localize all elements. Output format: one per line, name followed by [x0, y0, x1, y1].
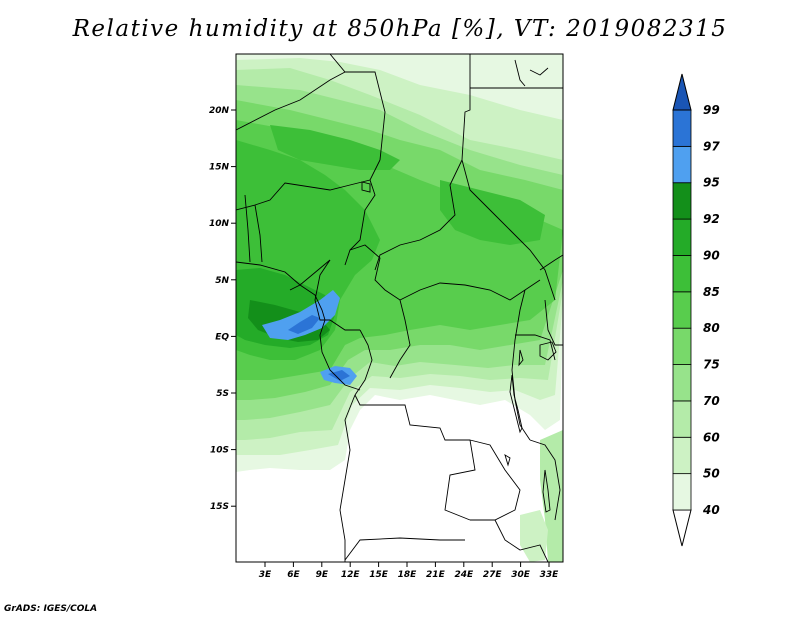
colorbar-segment: [672, 436, 692, 475]
lon-tick-label: 12E: [341, 570, 361, 580]
border-sudan-south: [461, 159, 556, 301]
border-nile: [514, 59, 526, 87]
lon-tick-label: 15E: [369, 570, 389, 580]
colorbar-label: 80: [703, 321, 720, 335]
border-benin: [254, 204, 263, 263]
lat-tick-label: 15S: [210, 502, 229, 512]
border-car: [349, 244, 541, 301]
border-angola-namibia: [344, 537, 465, 561]
lake-tanganyika: [509, 374, 523, 434]
border-nigeria-cameroon: [289, 259, 331, 291]
lon-tick-label: 3E: [259, 570, 272, 580]
lon-tick-label: 18E: [398, 570, 418, 580]
colorbar-segment: [672, 473, 692, 511]
map-frame: [235, 53, 564, 563]
border-cameroon: [314, 259, 360, 331]
lon-tick-label: 21E: [426, 570, 446, 580]
border-drc-east: [511, 289, 531, 441]
colorbar-label: 60: [703, 430, 720, 444]
colorbar-label: 99: [703, 103, 720, 117]
lat-tick-label: 5S: [216, 389, 229, 399]
border-zimbabwe: [494, 519, 549, 562]
lakes: [361, 181, 557, 513]
lon-tick-label: 9E: [316, 570, 329, 580]
lake-mweru: [504, 454, 511, 467]
colorbar-segment: [672, 255, 692, 293]
lat-tick-label: 15N: [209, 163, 230, 173]
border-algeria-libya: [329, 54, 386, 161]
colorbar-label: 92: [703, 212, 720, 226]
colorbar-lower-triangle: [672, 509, 692, 547]
rh-region-90b: [270, 125, 400, 170]
border-uganda: [515, 334, 556, 361]
lat-tick-label: 10N: [209, 219, 230, 229]
colorbar: 40 50 60 70 75 80 85 90 92 95 97 99: [672, 73, 720, 547]
longitude-axis: 3E 6E 9E 12E 15E 18E 21E 24E 27E 30E 33E: [259, 562, 559, 580]
border-redsea: [529, 67, 549, 76]
border-angola-east: [444, 439, 476, 521]
border-tanzania: [529, 439, 561, 521]
humidity-field: [236, 54, 563, 562]
lon-tick-label: 6E: [287, 570, 300, 580]
colorbar-label: 70: [703, 394, 720, 408]
lon-tick-label: 24E: [454, 570, 474, 580]
lon-tick-label: 33E: [540, 570, 560, 580]
border-congo: [354, 329, 373, 396]
lat-tick-label: 10S: [210, 446, 229, 456]
border-kenya: [544, 299, 563, 346]
colorbar-label: 40: [702, 503, 720, 517]
colorbar-label: 97: [703, 139, 720, 153]
rh-region-99b: [328, 370, 350, 381]
colorbar-label: 90: [703, 248, 720, 262]
border-gabon: [319, 319, 361, 391]
lat-tick-label: 5N: [215, 276, 229, 286]
country-borders: [236, 54, 563, 562]
lake-malawi: [542, 469, 551, 513]
lake-victoria: [539, 341, 557, 361]
grads-credit: GrADS: IGES/COLA: [4, 604, 98, 614]
lat-tick-label: 20N: [209, 106, 230, 116]
lake-kivu: [518, 349, 524, 367]
colorbar-label: 95: [703, 176, 720, 190]
colorbar-segment: [672, 109, 692, 147]
colorbar-label: 50: [703, 467, 720, 481]
colorbar-label: 75: [703, 358, 720, 372]
colorbar-segment: [672, 364, 692, 402]
rh-region-99: [288, 315, 320, 334]
rh-region-east2: [520, 510, 548, 562]
lon-tick-label: 30E: [511, 570, 531, 580]
chart-title: Relative humidity at 850hPa [%], VT: 201…: [72, 16, 728, 42]
colorbar-segment: [672, 400, 692, 438]
lat-tick-label: EQ: [215, 332, 229, 342]
latitude-axis: 20N 15N 10N 5N EQ 5S 10S 15S: [209, 106, 236, 512]
border-coast-westafrica: [236, 261, 326, 321]
colorbar-label: 85: [703, 285, 720, 299]
border-chad-sudan: [374, 159, 463, 271]
border-angola-coast: [339, 394, 356, 562]
colorbar-segment: [672, 327, 692, 365]
rh-region-97: [262, 290, 340, 340]
colorbar-segment: [672, 218, 692, 256]
border-libya-egypt: [461, 54, 471, 161]
lake-chad: [361, 181, 371, 193]
border-togo-ghana: [244, 194, 251, 263]
colorbar-upper-triangle: [672, 73, 692, 111]
lon-tick-label: 27E: [483, 570, 503, 580]
border-angola-north: [354, 394, 470, 441]
colorbar-segment: [672, 291, 692, 329]
border-ethiopia: [539, 254, 563, 271]
border-niger-north: [236, 71, 346, 131]
colorbar-segment: [672, 145, 692, 184]
border-drc-north: [389, 299, 411, 379]
colorbar-segment: [672, 182, 692, 220]
